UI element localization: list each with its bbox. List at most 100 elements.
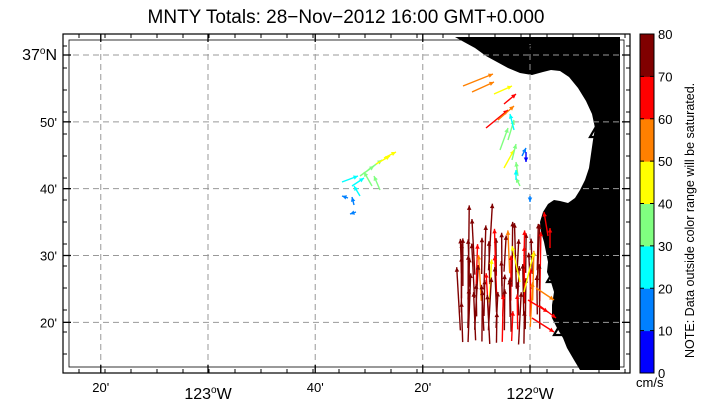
current-vector (529, 282, 534, 327)
current-vector-head (526, 252, 532, 258)
colorbar-unit: cm/s (636, 375, 664, 390)
current-vector-head (508, 114, 514, 119)
scale-bar-label: 10 km (574, 235, 611, 250)
current-vector-head (459, 302, 464, 307)
current-vector (513, 223, 518, 289)
current-vector (531, 250, 535, 301)
current-vector-head (469, 219, 475, 224)
current-vector-head (479, 237, 485, 243)
axis-ticks (63, 34, 630, 373)
current-vector (511, 245, 521, 283)
current-vector (477, 254, 483, 301)
reference-arrow-label: 25 cm/s (520, 42, 568, 57)
current-vector (467, 273, 472, 343)
lat-tick-label: 20' (40, 315, 57, 330)
colorbar-segment (640, 118, 654, 162)
current-vector (456, 267, 462, 331)
current-vector-head (475, 265, 481, 270)
current-vector (462, 73, 494, 87)
current-vector-head (520, 264, 526, 269)
current-vector-head (484, 273, 489, 278)
current-vector-head (515, 294, 520, 300)
current-vector-head (486, 241, 492, 246)
colorbar-tick-label: 20 (658, 281, 672, 296)
current-vector-head (489, 203, 495, 209)
colorbar-tick-label: 80 (658, 27, 672, 42)
current-vector (511, 221, 514, 287)
current-vector-head (502, 274, 507, 280)
colorbar-tick-label: 30 (658, 239, 672, 254)
current-vector-head (482, 279, 487, 285)
current-vector-head (510, 246, 516, 251)
land-coastline (455, 37, 620, 370)
current-vector-head (373, 176, 378, 182)
colorbar-segment (640, 34, 654, 77)
current-vector (485, 109, 509, 129)
current-vector-head (505, 230, 511, 235)
current-vector-head (492, 266, 498, 272)
colorbar-segment (640, 330, 654, 374)
current-vector-head (509, 106, 514, 111)
current-vector-head (512, 144, 518, 149)
current-vector-head (514, 162, 519, 167)
current-vector (472, 292, 477, 341)
colorbar-segment (640, 245, 654, 289)
current-vector-head (522, 311, 527, 316)
current-vector-head (508, 255, 514, 261)
current-vector-head (515, 282, 520, 287)
current-vector-head (487, 73, 493, 78)
current-vector-head (454, 267, 460, 272)
current-vector-head (495, 291, 500, 297)
current-vector-head (469, 243, 475, 249)
current-vector-head (521, 148, 526, 154)
current-vector-head (538, 231, 544, 237)
current-vector-head (511, 94, 516, 99)
current-vector-head (537, 264, 542, 269)
current-vector (523, 251, 535, 293)
lat-tick-label: 40' (40, 182, 57, 197)
current-vector (507, 230, 511, 274)
current-vector-head (480, 290, 485, 296)
current-vector-head (492, 255, 498, 261)
current-vector-head (512, 223, 517, 228)
current-vector-head (516, 178, 521, 184)
colorbar-segment (640, 161, 654, 204)
current-vector (516, 239, 520, 273)
current-vector-head (471, 292, 477, 297)
current-vector-head (468, 273, 473, 278)
current-vector (517, 292, 522, 345)
current-vector-head (513, 170, 519, 175)
map-title: MNTY Totals: 28−Nov−2012 16:00 GMT+0.000 (148, 7, 545, 28)
current-vector-head (530, 252, 536, 257)
current-vector-head (483, 225, 488, 230)
current-vector-head (504, 128, 509, 133)
current-vector (471, 243, 476, 299)
current-vector-head (492, 228, 497, 234)
colorbar-tick-label: 50 (658, 154, 672, 169)
current-vector-head (466, 205, 472, 210)
current-vector-head (516, 239, 521, 244)
current-vector-head (551, 313, 556, 318)
station-north-marker (588, 122, 606, 139)
current-vector-head (466, 239, 471, 244)
current-vector-head (479, 284, 484, 290)
current-vector-head (518, 292, 524, 297)
current-vector-head (465, 255, 471, 260)
current-vector-head (542, 212, 547, 217)
current-vector-head (549, 295, 554, 300)
colorbar-tick-label: 70 (658, 69, 672, 84)
lat-tick-label: 50' (40, 115, 57, 130)
current-vector-head (342, 195, 347, 200)
current-vector-head (476, 254, 482, 260)
current-vector-head (499, 232, 504, 238)
current-vector-head (503, 235, 509, 241)
current-vector-head (534, 275, 540, 281)
current-vector (500, 261, 503, 299)
colorbar-segment (640, 76, 654, 120)
current-vector-head (527, 197, 533, 202)
lat-tick-label: 30' (40, 249, 57, 264)
colorbar-tick-label: 10 (658, 324, 672, 339)
current-vector (503, 235, 507, 272)
current-vector-head (350, 210, 355, 215)
